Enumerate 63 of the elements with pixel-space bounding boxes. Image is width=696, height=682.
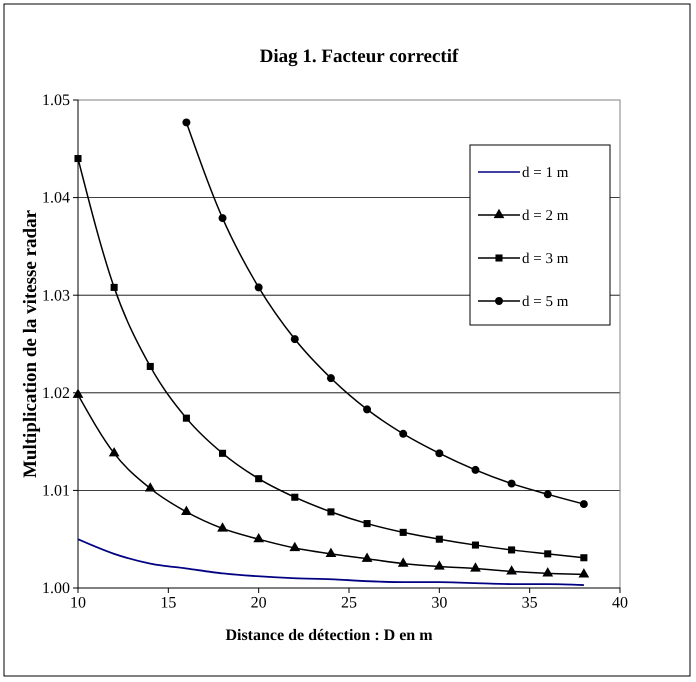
point bbox=[544, 490, 552, 498]
legend-label: d = 1 m bbox=[522, 165, 569, 181]
point bbox=[578, 568, 590, 578]
point bbox=[254, 283, 263, 292]
point bbox=[326, 374, 335, 382]
y-tick-label: 1.02 bbox=[42, 384, 70, 402]
point bbox=[471, 466, 480, 474]
point bbox=[289, 542, 300, 552]
x-tick-label: 30 bbox=[431, 594, 448, 612]
x-tick-label: 20 bbox=[250, 594, 267, 612]
x-tick-label: 25 bbox=[341, 594, 357, 612]
point bbox=[399, 430, 408, 438]
point bbox=[146, 362, 154, 370]
point bbox=[74, 155, 82, 162]
point bbox=[217, 522, 228, 532]
point bbox=[327, 508, 334, 516]
legend-label: d = 2 m bbox=[522, 208, 569, 224]
y-axis-title: Multiplication de la vitesse radar bbox=[20, 209, 41, 478]
y-tick-label: 1.01 bbox=[42, 482, 70, 500]
point bbox=[544, 550, 552, 558]
point bbox=[110, 284, 118, 291]
line-series bbox=[78, 538, 585, 586]
point bbox=[326, 548, 336, 557]
point bbox=[182, 118, 190, 126]
chart-title: Diag 1. Facteur correctif bbox=[260, 46, 460, 67]
point bbox=[398, 557, 409, 567]
point bbox=[434, 560, 445, 570]
x-axis-title: Distance de détection : D en m bbox=[225, 627, 434, 644]
point bbox=[506, 565, 517, 575]
legend-label: d = 5 m bbox=[522, 294, 569, 310]
point bbox=[400, 528, 407, 536]
point bbox=[580, 554, 588, 562]
point bbox=[472, 542, 479, 549]
y-tick-label: 1.03 bbox=[42, 287, 70, 304]
point bbox=[363, 405, 372, 414]
point bbox=[436, 536, 443, 543]
point bbox=[253, 532, 264, 542]
point bbox=[291, 494, 298, 501]
point bbox=[144, 482, 156, 492]
point bbox=[290, 335, 299, 344]
legend-label: d = 3 m bbox=[522, 251, 569, 267]
point bbox=[218, 450, 226, 457]
point bbox=[182, 414, 190, 422]
point bbox=[364, 520, 371, 528]
x-tick-label: 40 bbox=[612, 594, 628, 612]
x-tick-label: 10 bbox=[70, 594, 86, 612]
y-tick-label: 1.05 bbox=[42, 92, 70, 110]
point bbox=[218, 214, 227, 222]
point bbox=[255, 475, 262, 482]
point bbox=[72, 388, 84, 398]
point bbox=[508, 546, 516, 554]
point bbox=[470, 562, 481, 572]
point bbox=[580, 500, 588, 508]
x-tick-label: 35 bbox=[522, 594, 538, 612]
point bbox=[508, 480, 516, 488]
point bbox=[181, 506, 192, 515]
point bbox=[435, 449, 444, 458]
y-tick-label: 1.00 bbox=[42, 580, 70, 598]
y-tick-label: 1.04 bbox=[42, 190, 70, 207]
x-tick-label: 15 bbox=[160, 594, 176, 612]
point bbox=[362, 552, 372, 562]
point bbox=[108, 447, 120, 456]
point bbox=[542, 567, 554, 576]
